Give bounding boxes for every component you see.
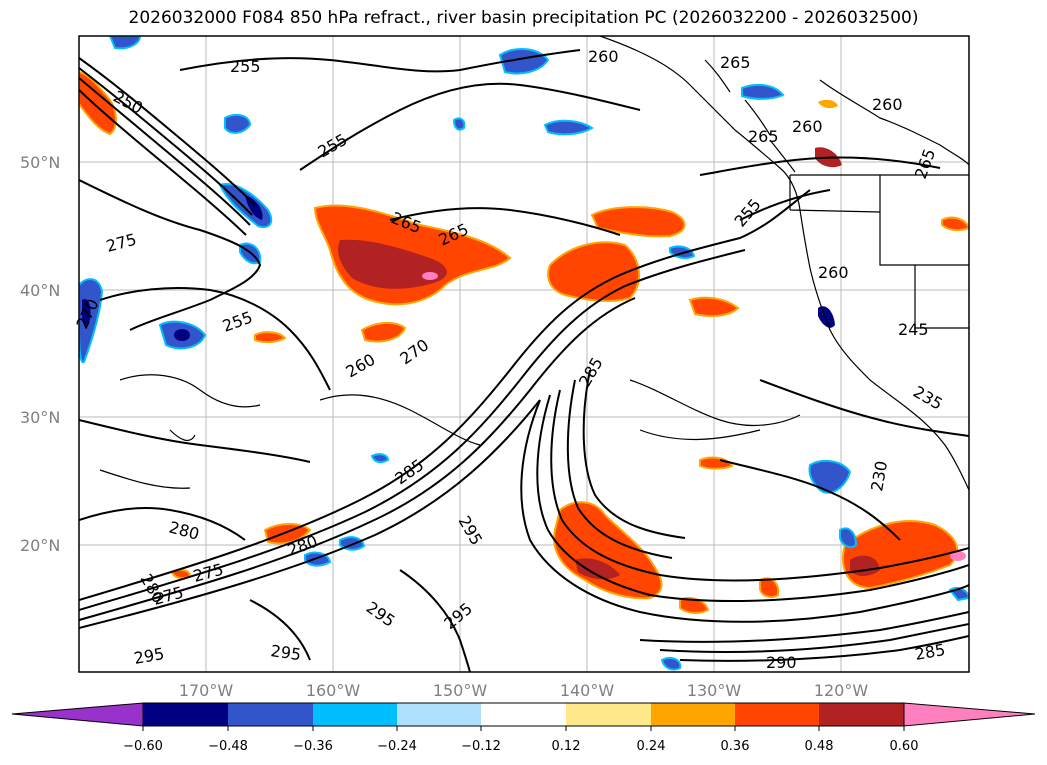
longitude-labels: 170°W 160°W 150°W 140°W 130°W 120°W <box>179 681 869 700</box>
colorbar-tick-label: −0.12 <box>461 739 501 754</box>
colorbar-segment <box>143 703 228 726</box>
map-title: 2026032000 F084 850 hPa refract., river … <box>128 8 919 28</box>
contour-label: 265 <box>720 53 751 72</box>
latitude-labels: 50°N 40°N 30°N 20°N <box>20 153 60 555</box>
colorbar-tick-label: 0.24 <box>637 739 666 754</box>
refractivity-contours <box>79 49 969 672</box>
colorbar-max-extend <box>903 702 1036 727</box>
colorbar-segment <box>313 703 397 726</box>
lon-label: 130°W <box>687 681 742 700</box>
lon-label: 150°W <box>433 681 488 700</box>
colorbar-tick-label: −0.60 <box>123 739 163 754</box>
graticule <box>79 36 969 672</box>
colorbar: −0.60 −0.48 −0.36 −0.24 −0.12 0.12 0.24 … <box>11 702 1036 754</box>
refractivity-contours-thin <box>99 374 801 489</box>
contour-label: 295 <box>269 641 302 664</box>
contour-label: 290 <box>766 653 797 672</box>
contour-label: 255 <box>230 57 261 76</box>
contour-label: 260 <box>872 95 903 114</box>
colorbar-segment <box>228 703 313 726</box>
colorbar-tick-label: 0.36 <box>721 739 750 754</box>
lat-label: 50°N <box>20 153 60 172</box>
lon-label: 170°W <box>179 681 234 700</box>
colorbar-segment <box>566 703 651 726</box>
colorbar-segment <box>397 703 481 726</box>
colorbar-tick-label: 0.60 <box>890 739 919 754</box>
contour-label: 260 <box>818 263 849 282</box>
colorbar-tick-label: −0.48 <box>208 739 248 754</box>
precipitation-shading <box>79 36 969 671</box>
contour-label: 260 <box>588 47 619 66</box>
colorbar-tick-label: −0.24 <box>377 739 417 754</box>
lat-label: 20°N <box>20 536 60 555</box>
colorbar-min-extend <box>11 702 144 727</box>
contour-label: 260 <box>792 117 823 136</box>
colorbar-segment <box>735 703 819 726</box>
colorbar-border <box>142 702 905 727</box>
colorbar-tick-label: 0.48 <box>805 739 834 754</box>
lat-label: 30°N <box>20 408 60 427</box>
lat-label: 40°N <box>20 281 60 300</box>
colorbar-segment <box>651 703 735 726</box>
lon-label: 140°W <box>560 681 615 700</box>
map-border <box>78 35 970 673</box>
contour-label: 245 <box>898 320 929 339</box>
contour-label: 265 <box>748 127 779 146</box>
colorbar-tick-label: −0.36 <box>293 739 333 754</box>
lon-label: 120°W <box>814 681 869 700</box>
lon-label: 160°W <box>306 681 361 700</box>
colorbar-segment <box>481 703 566 726</box>
colorbar-tick-label: 0.12 <box>552 739 581 754</box>
coastlines <box>599 36 969 491</box>
colorbar-segment <box>819 703 904 726</box>
